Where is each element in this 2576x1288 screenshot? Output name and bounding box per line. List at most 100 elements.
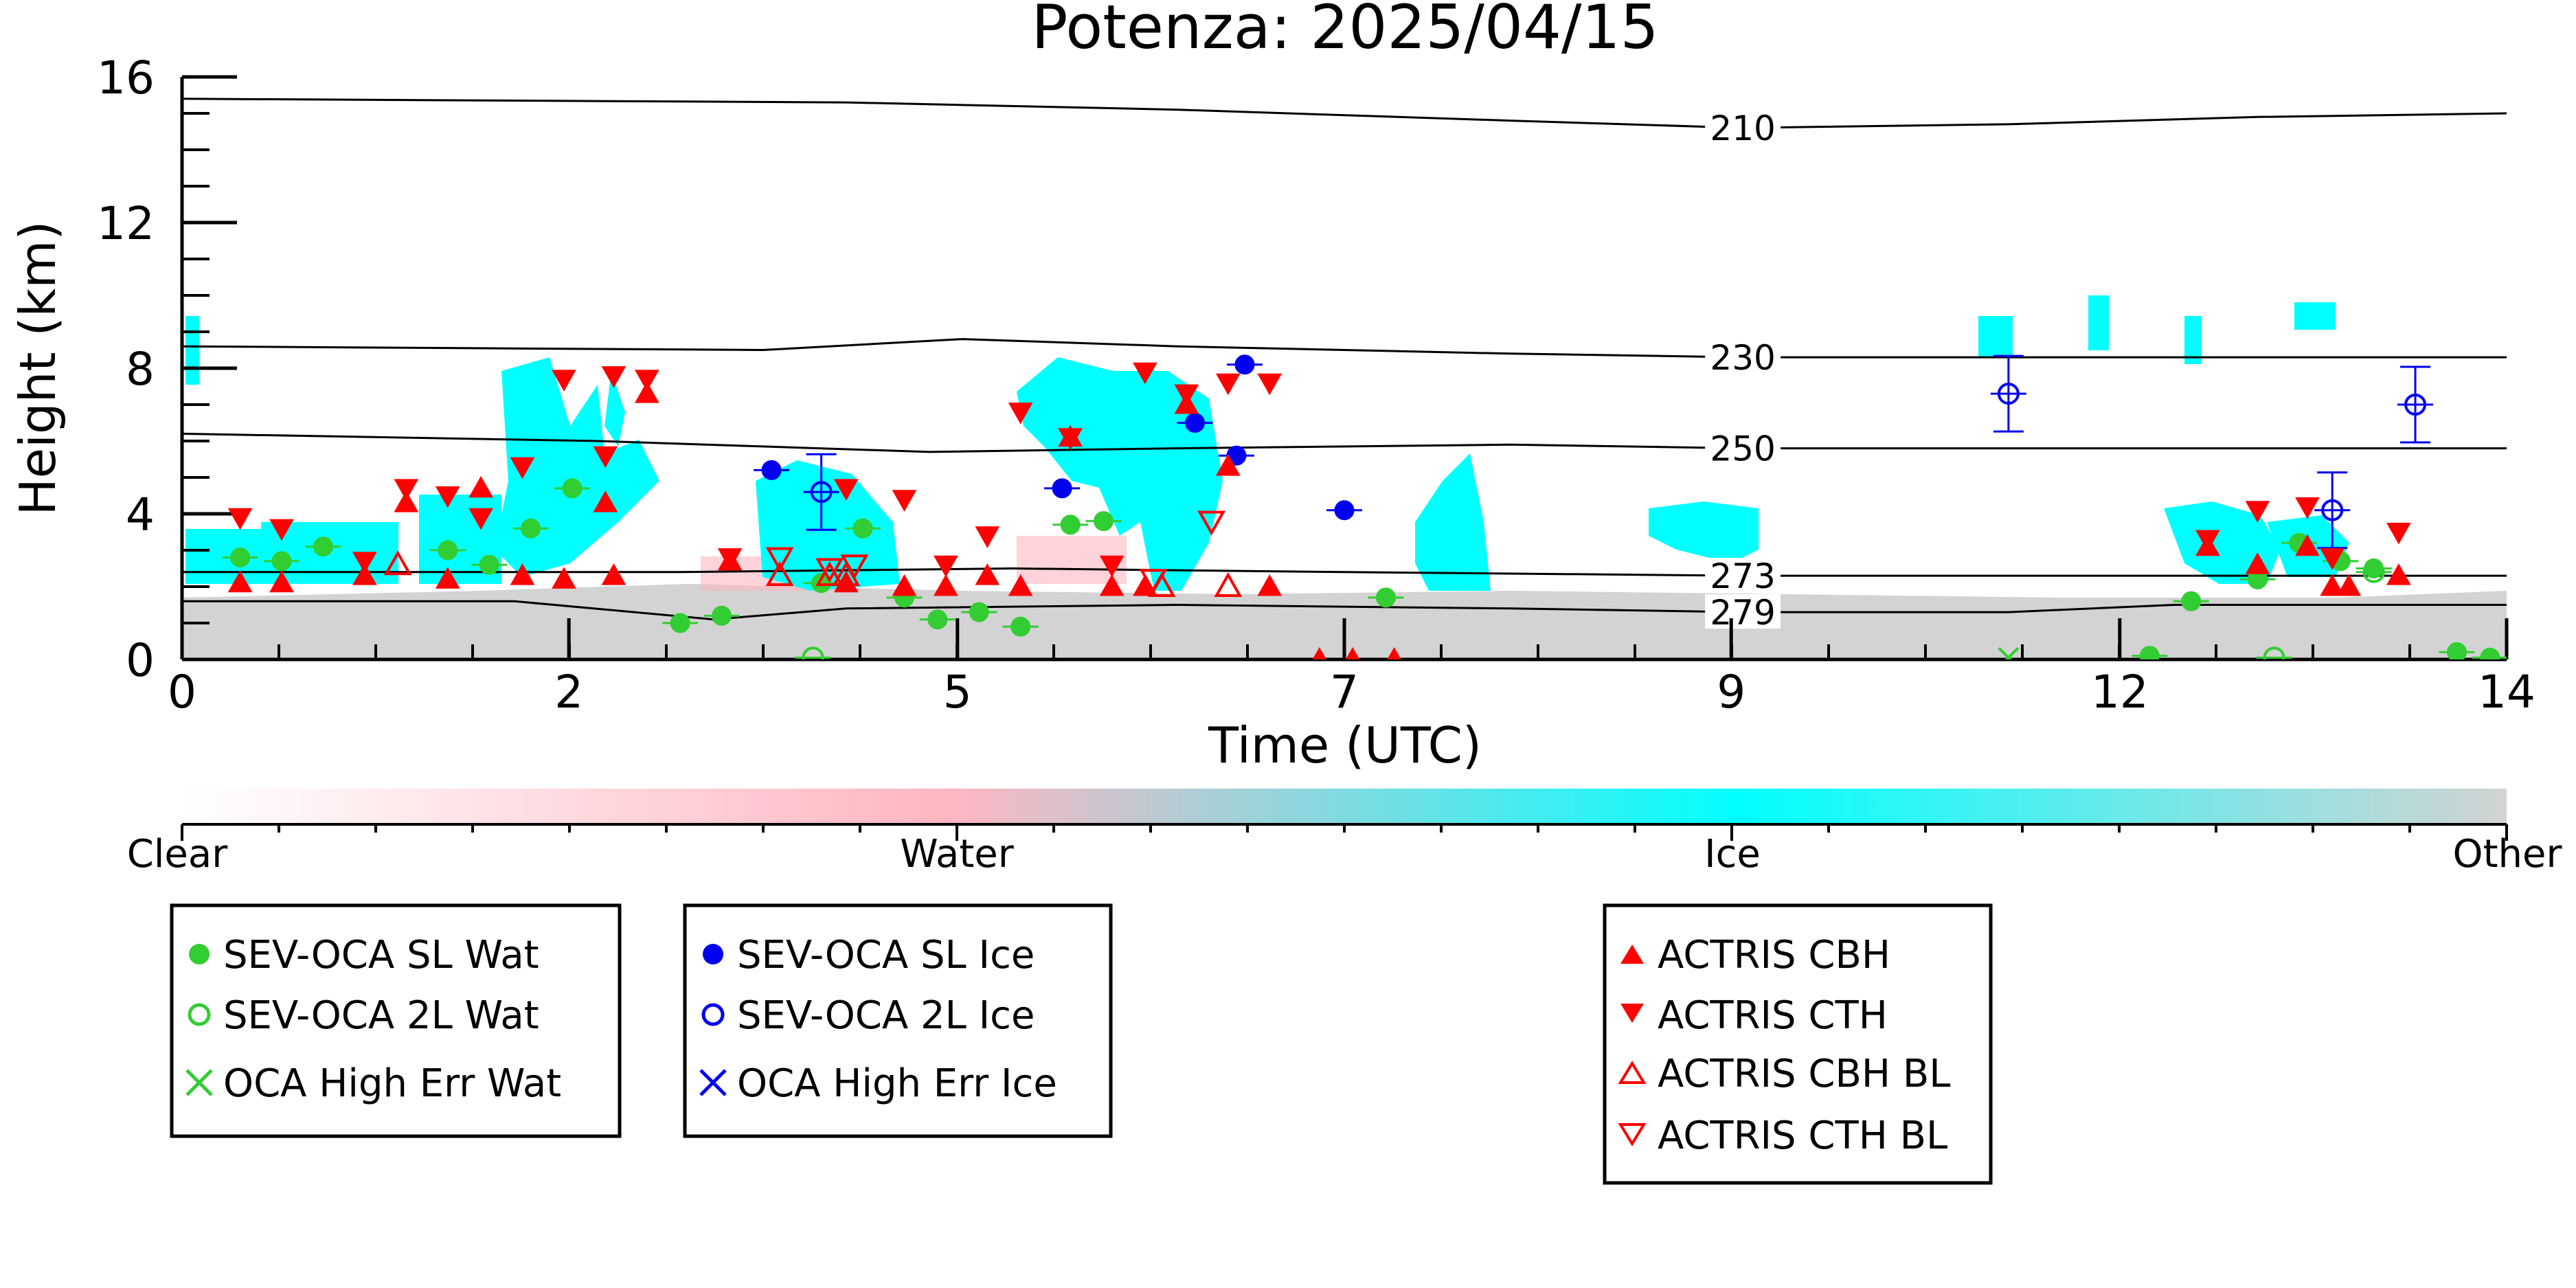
marker-actris-cbh [510, 563, 535, 585]
marker-sev-oca-sl-wat [811, 573, 832, 594]
marker-actris-cbh-bl [815, 561, 844, 587]
marker-sev-oca-sl-wat [230, 547, 251, 568]
marker-actris-cth [1174, 384, 1199, 407]
marker-sev-oca-sl-ice [1234, 354, 1255, 375]
marker-actris-cth [634, 370, 659, 392]
colorbar-label-clear: Clear [127, 832, 228, 877]
legend-water: SEV-OCA SL Wat SEV-OCA 2L Wat OCA High E… [170, 903, 622, 1138]
ice-patch [605, 371, 625, 447]
ice-patch [2088, 295, 2109, 350]
marker-sev-oca-sl-wat [271, 551, 292, 572]
marker-sev-oca-sl-wat [313, 536, 333, 557]
marker-actris-cth [2386, 523, 2411, 545]
marker-actris-cth [394, 479, 419, 501]
legend-label-higherr-ice: OCA High Err Ice [737, 1061, 1057, 1106]
x-tick-label: 5 [943, 666, 972, 719]
marker-actris-cth [593, 446, 618, 468]
ice-patch [1017, 357, 1223, 591]
marker-sev-oca-2l-wat [802, 646, 824, 659]
legend-marker-cbh-bl [1618, 1061, 1647, 1084]
marker-actris-cbh-bl [1214, 572, 1243, 597]
isotherm-line [182, 567, 2507, 577]
marker-actris-cbh [934, 574, 958, 596]
marker-actris-cbh [634, 381, 659, 403]
marker-actris-cth-bl [765, 547, 794, 572]
isotherm-label-bg [1705, 558, 1781, 593]
marker-sev-oca-sl-wat [852, 518, 873, 539]
isotherm-label: 230 [1710, 338, 1775, 378]
marker-actris-cth [892, 490, 917, 512]
marker-actris-cth [934, 555, 958, 578]
marker-actris-cth-bl [840, 554, 869, 580]
colorbar-label-ice: Ice [1704, 832, 1761, 877]
legend-label-cbh: ACTRIS CBH [1658, 933, 1890, 978]
marker-sev-oca-2l-wat [2263, 646, 2285, 659]
marker-actris-cbh [227, 570, 253, 593]
marker-actris-cbh [1257, 574, 1283, 596]
ice-patch [1978, 316, 2013, 357]
legend-label-2l-wat: SEV-OCA 2L Wat [223, 993, 539, 1038]
colorbar-label-water: Water [900, 832, 1015, 877]
y-axis-label: Height (km) [9, 221, 67, 516]
x-axis-label: Time (UTC) [1208, 716, 1482, 774]
isotherm-line [181, 98, 2507, 129]
marker-sev-oca-sl-wat [2181, 591, 2202, 611]
isotherm-label: 250 [1710, 429, 1775, 469]
marker-actris-cth [2245, 501, 2270, 523]
marker-actris-cth [1058, 428, 1083, 450]
legend-label-higherr-wat: OCA High Err Wat [223, 1061, 561, 1106]
marker-sev-oca-2l-ice [810, 481, 833, 504]
legend-label-2l-ice: SEV-OCA 2L Ice [737, 993, 1035, 1038]
legend-actris: ACTRIS CBH ACTRIS CTH ACTRIS CBH BL ACTR… [1603, 903, 1993, 1185]
marker-actris-cth [2295, 497, 2320, 519]
marker-sev-oca-sl-wat [712, 605, 732, 626]
colorbar-label-other: Other [2452, 832, 2562, 877]
marker-actris-cbh [2386, 563, 2411, 585]
marker-actris-cth [435, 486, 460, 508]
marker-actris-cbh [593, 490, 618, 512]
marker-actris-cth [1099, 555, 1125, 578]
marker-actris-cbh [435, 567, 460, 589]
legend-ice: SEV-OCA SL Ice SEV-OCA 2L Ice OCA High E… [683, 903, 1113, 1138]
marker-sev-oca-sl-ice [761, 460, 782, 480]
legend-label-sl-ice: SEV-OCA SL Ice [737, 933, 1035, 978]
marker-sev-oca-sl-wat [927, 609, 948, 630]
y-tick-label: 8 [126, 343, 155, 396]
marker-sev-oca-2l-ice [2321, 499, 2344, 521]
marker-sev-oca-2l-wat [2362, 561, 2385, 583]
data-markers [222, 354, 2507, 659]
marker-actris-cbh [892, 574, 917, 596]
marker-actris-cbh [1312, 646, 1326, 659]
x-tick-label: 14 [2478, 666, 2535, 719]
marker-sev-oca-sl-wat [1010, 616, 1031, 637]
isotherm-label-bg [1705, 594, 1781, 629]
legend-label-cth: ACTRIS CTH [1658, 993, 1888, 1038]
ice-patch [1415, 453, 1491, 591]
legend-box [1603, 903, 1993, 1185]
chart-title: Potenza: 2025/04/15 [1031, 0, 1658, 63]
marker-sev-oca-sl-wat [479, 554, 499, 575]
marker-sev-oca-2l-ice [1997, 383, 2020, 405]
marker-sev-oca-2l-ice [2404, 394, 2427, 416]
colorbar: Clear Water Ice Other [127, 789, 2562, 877]
x-tick-label: 12 [2091, 666, 2149, 719]
y-tick-label: 4 [126, 488, 155, 541]
marker-actris-cth [1257, 373, 1283, 396]
marker-sev-oca-sl-wat [562, 478, 583, 499]
x-tick-label: 9 [1717, 666, 1745, 719]
marker-actris-cbh [552, 567, 576, 589]
legend-marker-higherr-ice [699, 1069, 727, 1096]
ice-patch [185, 316, 199, 385]
ice-patch [505, 371, 529, 426]
marker-actris-cth [717, 548, 743, 570]
x-tick-label: 2 [554, 666, 583, 719]
marker-actris-cbh [2320, 574, 2345, 596]
marker-actris-cth [2195, 530, 2220, 552]
legend-box [170, 903, 622, 1138]
marker-actris-cth [269, 519, 294, 541]
x-axis-ticks: 0 2 5 7 9 12 14 [168, 618, 2535, 719]
legend-label-cth-bl: ACTRIS CTH BL [1658, 1114, 1947, 1158]
marker-actris-cbh [1099, 574, 1125, 596]
